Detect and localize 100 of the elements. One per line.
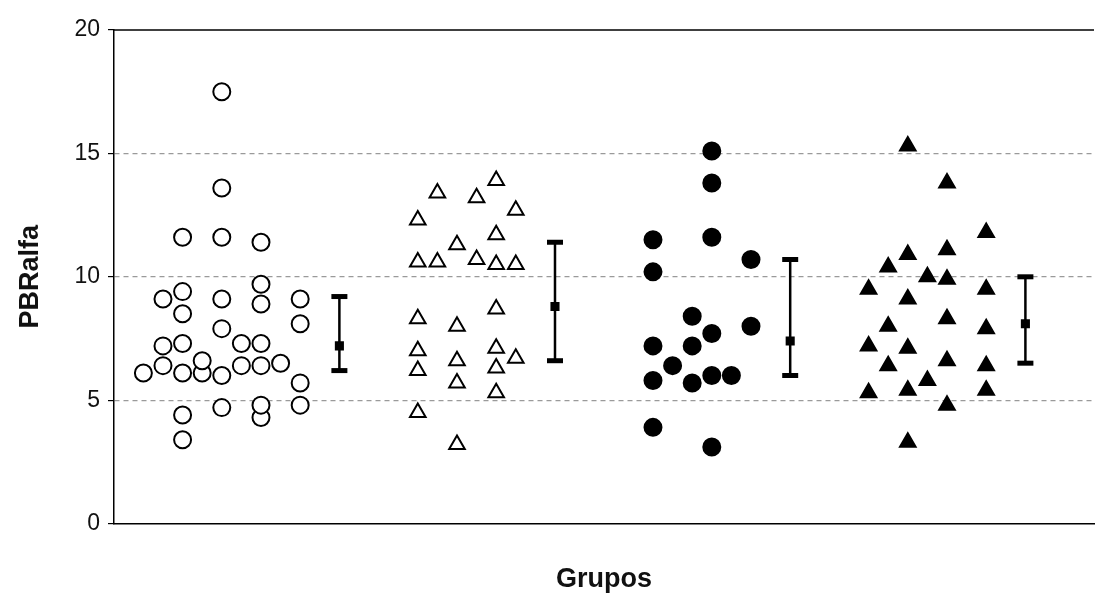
point <box>408 340 427 357</box>
point <box>212 398 232 418</box>
point <box>879 316 897 332</box>
point <box>448 350 466 367</box>
point <box>859 279 878 295</box>
point <box>173 304 193 324</box>
point <box>212 289 232 309</box>
point <box>702 141 722 161</box>
point <box>938 350 956 367</box>
point <box>251 395 271 415</box>
point <box>173 363 193 383</box>
point <box>643 230 663 250</box>
point <box>682 336 702 356</box>
point <box>899 338 917 354</box>
y-tick-label: 10 <box>74 262 100 289</box>
point <box>428 182 447 199</box>
point <box>879 355 897 372</box>
point <box>899 289 917 305</box>
point <box>785 336 795 346</box>
y-tick-label: 15 <box>74 138 100 165</box>
point <box>251 294 271 314</box>
point <box>290 289 310 309</box>
point <box>899 244 917 261</box>
point <box>938 173 956 189</box>
point <box>487 358 505 374</box>
point <box>408 402 427 419</box>
point <box>643 370 663 390</box>
y-tick-label: 5 <box>87 385 100 412</box>
point <box>251 274 271 294</box>
point <box>918 266 937 283</box>
y-axis-title: PBRalfa <box>13 224 44 329</box>
point <box>231 356 251 376</box>
point <box>859 382 878 399</box>
point <box>682 373 702 393</box>
point <box>448 372 466 389</box>
point <box>938 308 956 325</box>
x-axis-title: Grupos <box>555 563 652 594</box>
point <box>212 366 232 386</box>
point <box>408 251 427 268</box>
point <box>977 222 995 238</box>
point <box>643 262 663 282</box>
point <box>702 437 722 457</box>
point <box>859 335 878 352</box>
point <box>938 395 956 411</box>
point <box>643 417 663 437</box>
point <box>173 405 193 425</box>
point <box>428 251 447 268</box>
point <box>251 333 271 353</box>
point <box>153 356 173 376</box>
point <box>741 316 761 336</box>
point <box>290 314 310 334</box>
point <box>487 338 505 354</box>
point <box>487 382 505 399</box>
point <box>251 232 271 252</box>
y-tick-label: 20 <box>74 15 100 42</box>
point <box>663 356 683 376</box>
point <box>702 366 722 386</box>
point <box>938 239 956 256</box>
point <box>467 187 486 204</box>
point <box>448 434 466 451</box>
point <box>212 178 232 198</box>
point <box>507 200 525 216</box>
point <box>487 254 505 270</box>
point <box>550 301 560 311</box>
y-tick-label: 0 <box>87 508 100 535</box>
point <box>977 380 995 396</box>
point <box>643 336 663 356</box>
point <box>938 269 956 285</box>
point <box>702 173 722 193</box>
point <box>290 395 310 415</box>
point <box>977 355 995 372</box>
point <box>271 353 291 373</box>
point <box>448 234 466 251</box>
point <box>721 366 741 386</box>
point <box>487 224 505 241</box>
point <box>231 333 251 353</box>
point <box>290 373 310 393</box>
point <box>918 370 937 386</box>
point <box>173 282 193 302</box>
point <box>173 333 193 353</box>
point <box>212 227 232 247</box>
point <box>702 227 722 247</box>
point <box>977 318 995 335</box>
point <box>899 380 917 396</box>
point <box>977 279 995 295</box>
point <box>448 316 466 332</box>
point <box>173 430 193 450</box>
point <box>899 432 917 448</box>
point <box>507 348 525 364</box>
point <box>212 319 232 339</box>
point <box>682 306 702 326</box>
point <box>153 289 173 309</box>
point <box>467 249 486 266</box>
point <box>507 254 525 270</box>
point <box>212 82 232 102</box>
point <box>408 360 427 377</box>
point <box>133 363 153 383</box>
point <box>192 351 212 371</box>
point <box>408 210 427 226</box>
point <box>408 308 427 325</box>
